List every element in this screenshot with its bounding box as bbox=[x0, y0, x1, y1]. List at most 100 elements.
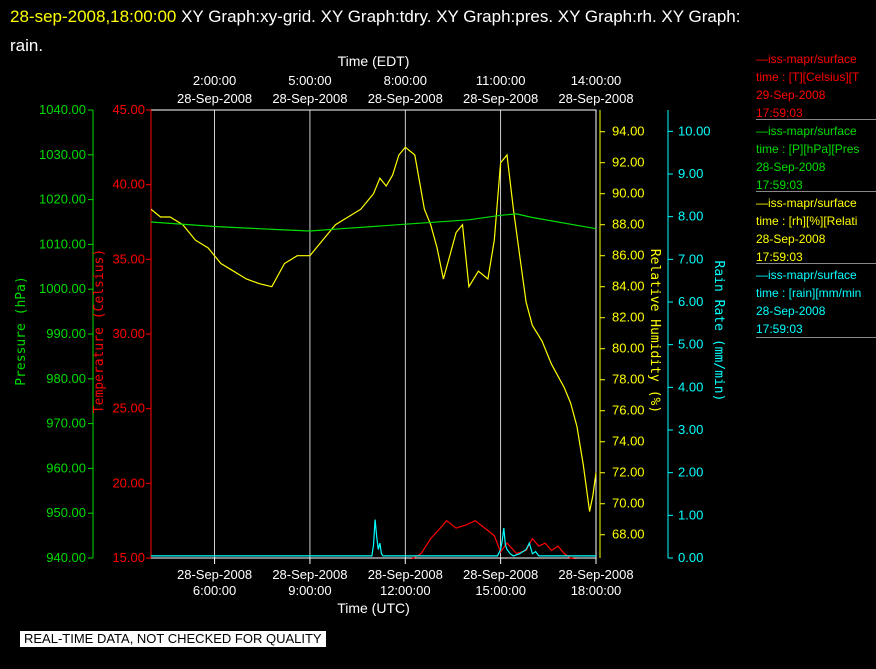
graph-title: 28-sep-2008,18:00:00 XY Graph:xy-grid. X… bbox=[10, 2, 860, 60]
legend-name: —iss-mapr/surface bbox=[756, 196, 857, 210]
x-tick-date: 28-Sep-2008 bbox=[463, 567, 538, 582]
legend-entry-humidity: —iss-mapr/surface time : [rh][%][Relati … bbox=[756, 194, 876, 264]
rh-tick-label: 94.00 bbox=[612, 124, 645, 139]
rain-tick-label: 1.00 bbox=[678, 507, 703, 522]
pres-tick-label: 1010.00 bbox=[39, 236, 86, 251]
rain-tick-label: 4.00 bbox=[678, 379, 703, 394]
plot-frame bbox=[150, 109, 597, 559]
legend-entry-rain: —iss-mapr/surface time : [rain][mm/min 2… bbox=[756, 266, 876, 338]
x-tick-time: 6:00:00 bbox=[193, 583, 236, 598]
rain-tick-label: 2.00 bbox=[678, 465, 703, 480]
top-tick-date: 28-Sep-2008 bbox=[368, 91, 443, 106]
legend-line: time : [rh][%][Relati bbox=[756, 214, 858, 228]
temp-tick-label: 20.00 bbox=[112, 475, 145, 490]
rh-tick-label: 68.00 bbox=[612, 527, 645, 542]
rain-tick-label: 5.00 bbox=[678, 337, 703, 352]
x-tick-date: 28-Sep-2008 bbox=[177, 567, 252, 582]
series-line-temp bbox=[410, 519, 578, 559]
temp-tick-label: 45.00 bbox=[112, 102, 145, 117]
pres-tick-label: 990.00 bbox=[46, 326, 86, 341]
rain-tick-label: 3.00 bbox=[678, 422, 703, 437]
legend-date: 28-Sep-2008 bbox=[756, 304, 826, 318]
x-tick-date: 28-Sep-2008 bbox=[272, 567, 347, 582]
legend-time: 17:59:03 bbox=[756, 178, 803, 192]
rain-axis-title: Rain Rate (mm/min) bbox=[711, 261, 726, 402]
pres-tick-label: 940.00 bbox=[46, 550, 86, 565]
top-tick-date: 28-Sep-2008 bbox=[272, 91, 347, 106]
legend-time: 17:59:03 bbox=[756, 322, 803, 336]
legend-date: 28-Sep-2008 bbox=[756, 232, 826, 246]
rain-tick-label: 9.00 bbox=[678, 166, 703, 181]
x-tick-time: 12:00:00 bbox=[380, 583, 431, 598]
temp-tick-label: 40.00 bbox=[112, 177, 145, 192]
legend-entry-temperature: —iss-mapr/surface time : [T][Celsius][T … bbox=[756, 50, 876, 120]
title-graph-list: XY Graph:xy-grid. XY Graph:tdry. XY Grap… bbox=[181, 7, 741, 26]
temp-tick-label: 30.00 bbox=[112, 326, 145, 341]
legend-time: 17:59:03 bbox=[756, 250, 803, 264]
rh-tick-label: 92.00 bbox=[612, 155, 645, 170]
top-axis-label: Time (EDT) bbox=[338, 53, 410, 69]
title-graph-list-cont: rain. bbox=[10, 36, 44, 55]
legend-name: —iss-mapr/surface bbox=[756, 268, 857, 282]
x-tick-date: 28-Sep-2008 bbox=[368, 567, 443, 582]
legend-name: —iss-mapr/surface bbox=[756, 124, 857, 138]
rh-tick-label: 76.00 bbox=[612, 403, 645, 418]
rain-tick-label: 10.00 bbox=[678, 123, 711, 138]
rh-tick-label: 82.00 bbox=[612, 310, 645, 325]
rain-tick-label: 0.00 bbox=[678, 550, 703, 565]
legend-divider bbox=[756, 119, 876, 120]
title-timestamp: 28-sep-2008,18:00:00 bbox=[10, 7, 177, 26]
legend-line: time : [T][Celsius][T bbox=[756, 70, 860, 84]
rh-tick-label: 70.00 bbox=[612, 496, 645, 511]
top-tick-time: 5:00:00 bbox=[288, 73, 331, 88]
legend-divider bbox=[756, 263, 876, 264]
rain-tick-label: 7.00 bbox=[678, 251, 703, 266]
temp-tick-label: 15.00 bbox=[112, 550, 145, 565]
top-tick-time: 14:00:00 bbox=[571, 73, 622, 88]
quality-warning-banner: REAL-TIME DATA, NOT CHECKED FOR QUALITY bbox=[20, 631, 326, 647]
series-line-pres bbox=[151, 213, 597, 232]
x-axis-label: Time (UTC) bbox=[337, 600, 410, 616]
pres-tick-label: 980.00 bbox=[46, 371, 86, 386]
x-tick-time: 15:00:00 bbox=[475, 583, 526, 598]
rh-tick-label: 86.00 bbox=[612, 248, 645, 263]
series-line-rain bbox=[151, 519, 596, 557]
rh-tick-label: 88.00 bbox=[612, 217, 645, 232]
x-tick-time: 18:00:00 bbox=[571, 583, 622, 598]
pres-tick-label: 1030.00 bbox=[39, 147, 86, 162]
rh-tick-label: 90.00 bbox=[612, 186, 645, 201]
legend-divider bbox=[756, 337, 876, 338]
rh-tick-label: 74.00 bbox=[612, 434, 645, 449]
legend-name: —iss-mapr/surface bbox=[756, 52, 857, 66]
rh-tick-label: 78.00 bbox=[612, 372, 645, 387]
rh-tick-label: 80.00 bbox=[612, 341, 645, 356]
legend-line: time : [rain][mm/min bbox=[756, 286, 862, 300]
temp-tick-label: 35.00 bbox=[112, 251, 145, 266]
rh-tick-label: 72.00 bbox=[612, 465, 645, 480]
top-tick-time: 8:00:00 bbox=[384, 73, 427, 88]
pres-tick-label: 950.00 bbox=[46, 505, 86, 520]
x-tick-time: 9:00:00 bbox=[288, 583, 331, 598]
legend-line: time : [P][hPa][Pres bbox=[756, 142, 860, 156]
temp-axis-title: Temperature (Celsius) bbox=[92, 249, 107, 413]
rh-axis-title: Relative Humidity (%) bbox=[647, 249, 662, 413]
rain-tick-label: 6.00 bbox=[678, 294, 703, 309]
rh-tick-label: 84.00 bbox=[612, 279, 645, 294]
legend-time: 17:59:03 bbox=[756, 106, 803, 120]
pres-tick-label: 1000.00 bbox=[39, 281, 86, 296]
series-line-rh bbox=[151, 146, 597, 512]
temp-tick-label: 25.00 bbox=[112, 401, 145, 416]
pres-tick-label: 960.00 bbox=[46, 460, 86, 475]
legend-date: 29-Sep-2008 bbox=[756, 88, 826, 102]
x-tick-date: 28-Sep-2008 bbox=[558, 567, 633, 582]
pres-tick-label: 970.00 bbox=[46, 416, 86, 431]
pres-tick-label: 1020.00 bbox=[39, 192, 86, 207]
top-tick-date: 28-Sep-2008 bbox=[177, 91, 252, 106]
top-tick-date: 28-Sep-2008 bbox=[558, 91, 633, 106]
legend-divider bbox=[756, 191, 876, 192]
legend-date: 28-Sep-2008 bbox=[756, 160, 826, 174]
top-tick-time: 2:00:00 bbox=[193, 73, 236, 88]
legend-entry-pressure: —iss-mapr/surface time : [P][hPa][Pres 2… bbox=[756, 122, 876, 192]
pres-tick-label: 1040.00 bbox=[39, 102, 86, 117]
